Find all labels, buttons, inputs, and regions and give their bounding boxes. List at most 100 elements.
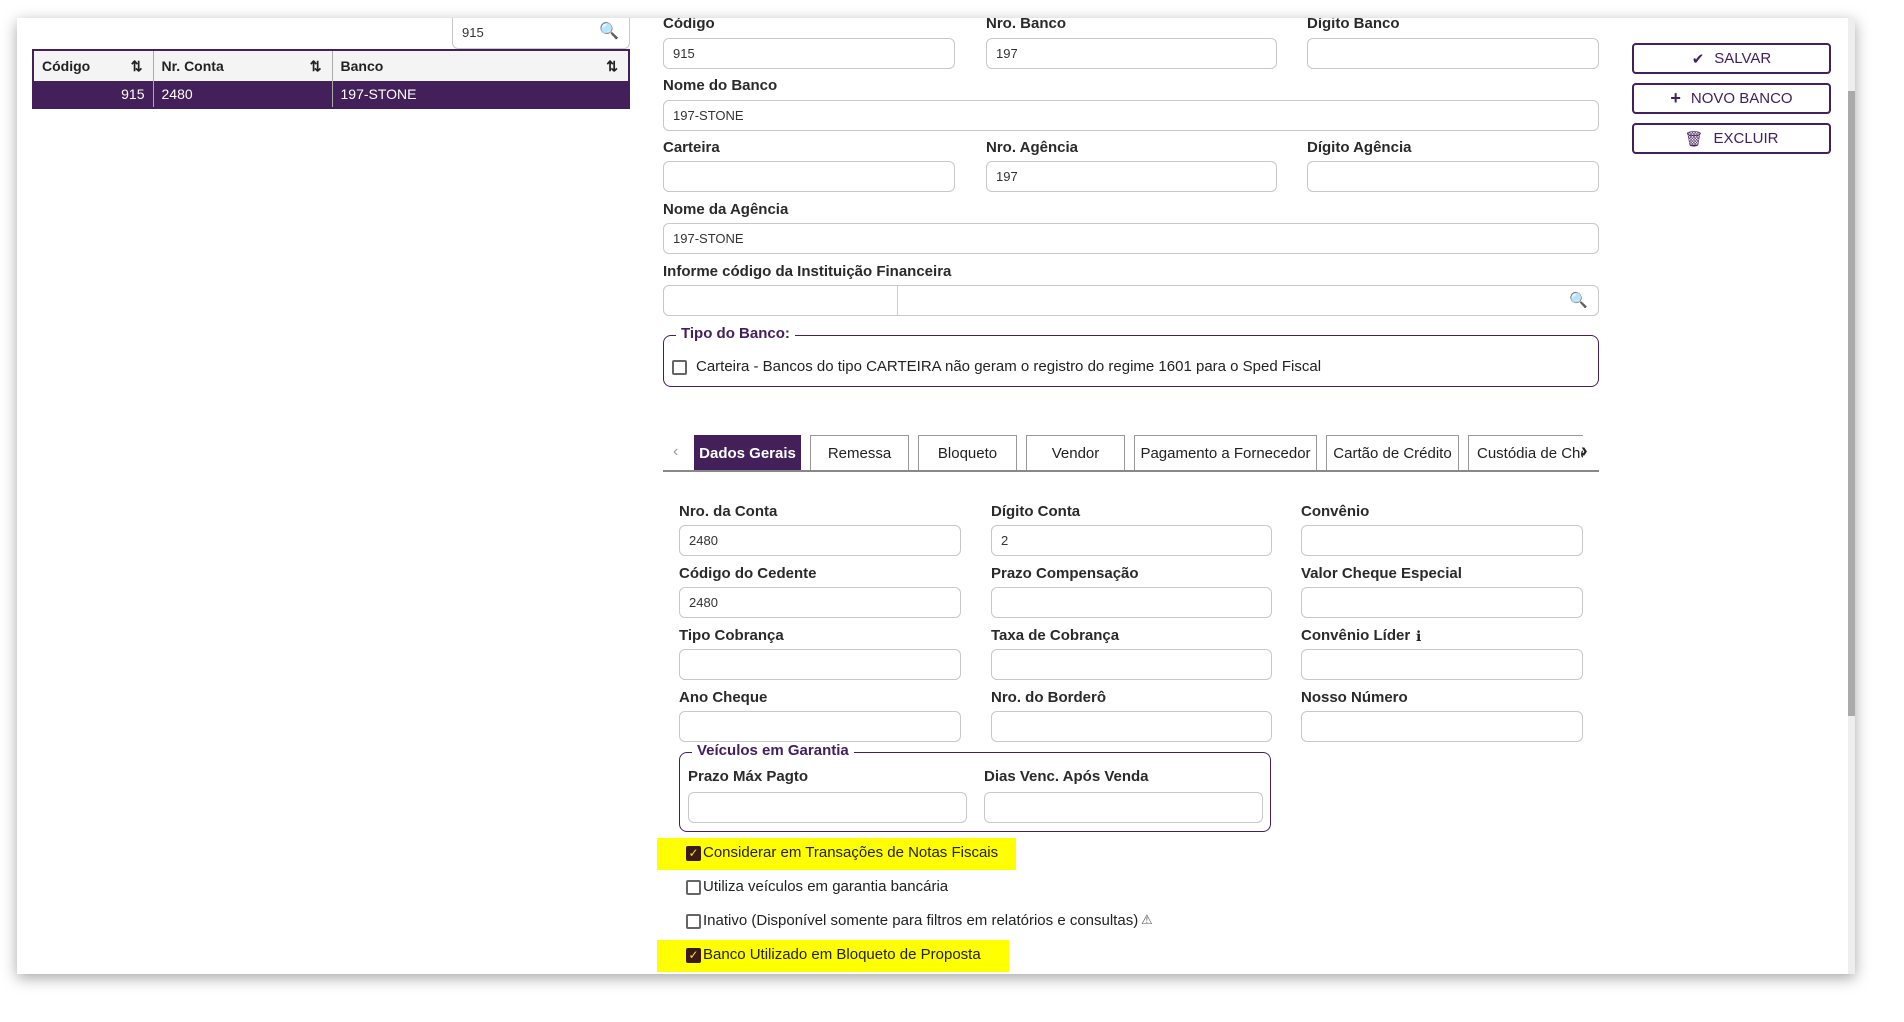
plus-icon: + [1670,88,1681,108]
cell-banco: 197-STONE [340,86,417,102]
tab-bloqueto[interactable]: Bloqueto [918,435,1017,470]
nro-banco-input[interactable]: 197 [986,38,1277,69]
bank-list-table: Código ⇅ Nr. Conta ⇅ Banco ⇅ 915 2480 197-S… [32,49,630,109]
save-button[interactable]: ✔ SALVAR [1632,43,1831,74]
scrollbar-thumb[interactable] [1848,91,1855,716]
option-checkbox[interactable] [686,914,701,929]
tab-dados-gerais[interactable]: Dados Gerais [694,435,801,470]
cell-nr-conta: 2480 [153,81,333,108]
digito-conta-input[interactable]: 2 [991,525,1272,556]
prazo-max-input[interactable] [688,792,967,823]
tipo-banco-fieldset: Tipo do Banco: Carteira - Bancos do tipo… [663,325,1599,387]
option-checkbox[interactable]: ✓ [686,948,701,963]
column-codigo[interactable]: Código ⇅ [33,50,154,81]
option-checkbox[interactable]: ✓ [686,846,701,861]
nro-agencia-label: Nro. Agência [986,139,1078,156]
codigo-do-cedente-label: Código do Cedente [679,565,817,582]
table-header: Código ⇅ Nr. Conta ⇅ Banco ⇅ [33,50,629,81]
option-checkbox[interactable] [686,880,701,895]
warning-icon: ⚠ [1141,912,1153,927]
lookup-divider [897,286,898,315]
option-checkbox-label: Considerar em Transações de Notas Fiscai… [703,844,999,861]
instituicao-label: Informe código da Instituição Financeira [663,263,952,280]
option-checkbox-label: Banco Utilizado em Bloqueto de Proposta [703,946,981,963]
search-icon[interactable]: 🔍 [1569,292,1588,309]
taxa-de-cobranca-input[interactable] [991,649,1272,680]
check-icon: ✔ [1691,50,1705,68]
highlight [657,838,1016,870]
convenio-lider-input[interactable] [1301,649,1583,680]
carteira-checkbox[interactable] [672,360,687,375]
sort-icon[interactable]: ⇅ [606,57,618,74]
cell-codigo: 915 [33,81,154,108]
tipo-banco-legend: Tipo do Banco: [676,325,795,342]
nro-do-bordero-label: Nro. do Borderô [991,689,1106,706]
ano-cheque-input[interactable] [679,711,961,742]
tab-vendor[interactable]: Vendor [1026,435,1125,470]
prazo-compensacao-label: Prazo Compensação [991,565,1139,582]
tabs-underline [663,470,1599,472]
nome-agencia-label: Nome da Agência [663,201,789,218]
prazo-max-label: Prazo Máx Pagto [688,768,809,785]
tab-scroll-right-icon[interactable]: › [1581,440,1588,462]
tab-remessa[interactable]: Remessa [810,435,909,470]
nome-banco-input[interactable]: 197-STONE [663,100,1599,131]
column-nr-conta[interactable]: Nr. Conta ⇅ [153,50,333,81]
instituicao-lookup[interactable]: 🔍 [663,285,1599,316]
digito-agencia-input[interactable] [1307,161,1599,192]
nro-do-bordero-input[interactable] [991,711,1272,742]
tipo-cobranca-input[interactable] [679,649,961,680]
main-panel: 915 🔍 Código ⇅ Nr. Conta ⇅ Banco ⇅ 915 2480… [17,18,1855,974]
option-checkbox-label: Inativo (Disponível somente para filtros… [703,912,1139,929]
nro-da-conta-label: Nro. da Conta [679,503,778,520]
nro-agencia-input[interactable]: 197 [986,161,1277,192]
dias-venc-input[interactable] [984,792,1263,823]
tipo-cobranca-label: Tipo Cobrança [679,627,784,644]
valor-cheque-especial-label: Valor Cheque Especial [1301,565,1462,582]
info-icon[interactable]: ℹ [1416,628,1422,644]
ano-cheque-label: Ano Cheque [679,689,768,706]
tab-scroll-left-icon[interactable]: ‹ [673,443,679,460]
convenio-input[interactable] [1301,525,1583,556]
nro-da-conta-input[interactable]: 2480 [679,525,961,556]
list-search-value: 915 [462,25,484,40]
trash-icon: 🗑 [1684,130,1704,148]
highlight [657,940,1009,972]
table-row[interactable]: 915 2480 197-STONE [33,81,629,108]
convenio-lider-label: Convênio Líder [1301,627,1411,644]
prazo-compensacao-input[interactable] [991,587,1272,618]
digito-banco-input[interactable] [1307,38,1599,69]
digito-banco-label: Dígito Banco [1307,18,1400,32]
new-bank-button[interactable]: + NOVO BANCO [1632,83,1831,114]
carteira-label: Carteira [663,139,720,156]
valor-cheque-especial-input[interactable] [1301,587,1583,618]
column-banco[interactable]: Banco ⇅ [340,57,619,74]
sort-icon[interactable]: ⇅ [309,57,322,74]
veiculos-legend: Veículos em Garantia [692,742,854,759]
taxa-de-cobranca-label: Taxa de Cobrança [991,627,1120,644]
search-icon[interactable]: 🔍 [599,23,619,40]
nome-banco-label: Nome do Banco [663,77,778,94]
dias-venc-label: Dias Venc. Após Venda [984,768,1149,785]
delete-button[interactable]: 🗑 EXCLUIR [1632,123,1831,154]
veiculos-fieldset: Veículos em Garantia Prazo Máx Pagto Dia… [679,742,1271,832]
codigo-do-cedente-input[interactable]: 2480 [679,587,961,618]
tab-cartao-credito[interactable]: Cartão de Crédito [1326,435,1459,470]
option-checkbox-label: Utiliza veículos em garantia bancária [703,878,949,895]
tab-pagamento-fornecedor[interactable]: Pagamento a Fornecedor [1134,435,1317,470]
codigo-label: Código [663,18,715,32]
list-search-input[interactable]: 915 🔍 [452,18,630,49]
nosso-numero-input[interactable] [1301,711,1583,742]
digito-conta-label: Dígito Conta [991,503,1081,520]
tab-custodia-cheques[interactable]: Custódia de Cheques [1468,435,1583,470]
nome-agencia-input[interactable]: 197-STONE [663,223,1599,254]
convenio-label: Convênio [1301,503,1370,520]
carteira-input[interactable] [663,161,955,192]
scrollbar[interactable] [1848,18,1855,974]
sort-icon[interactable]: ⇅ [130,57,143,74]
carteira-checkbox-label: Carteira - Bancos do tipo CARTEIRA não g… [696,358,1322,375]
codigo-input[interactable]: 915 [663,38,955,69]
nosso-numero-label: Nosso Número [1301,689,1408,706]
nro-banco-label: Nro. Banco [986,18,1067,32]
digito-agencia-label: Dígito Agência [1307,139,1412,156]
